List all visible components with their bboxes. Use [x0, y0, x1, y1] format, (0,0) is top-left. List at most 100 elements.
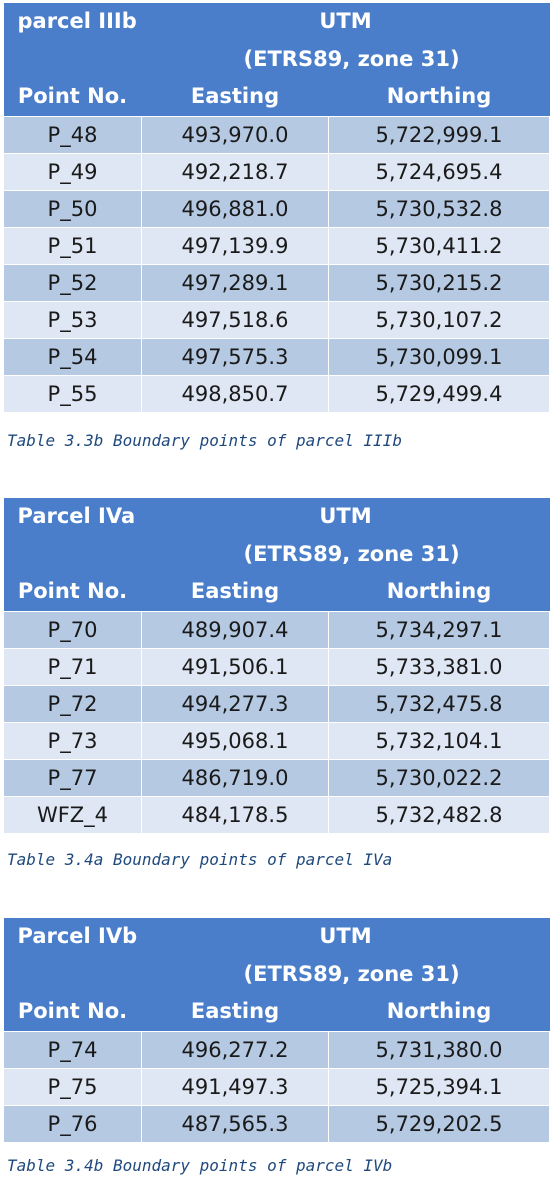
- easting-cell: 498,850.7: [141, 374, 329, 413]
- northing-cell: 5,725,394.1: [328, 1067, 550, 1106]
- column-header-northing: Northing: [328, 78, 550, 116]
- northing-cell: 5,731,380.0: [328, 1030, 550, 1069]
- parcel-name: parcel IIIb: [3, 3, 142, 41]
- easting-cell: 497,518.6: [141, 300, 329, 339]
- easting-cell: 487,565.3: [141, 1104, 329, 1143]
- northing-cell: 5,730,215.2: [328, 263, 550, 302]
- easting-cell: 489,907.4: [141, 610, 329, 649]
- table-row: P_74 496,277.2 5,731,380.0: [3, 1030, 550, 1069]
- point-cell: P_54: [3, 337, 142, 376]
- column-header-point: Point No.: [3, 573, 142, 611]
- column-header-northing: Northing: [328, 573, 550, 611]
- column-header-northing: Northing: [328, 993, 550, 1031]
- point-cell: P_53: [3, 300, 142, 339]
- northing-cell: 5,730,099.1: [328, 337, 550, 376]
- column-header-easting: Easting: [141, 78, 329, 116]
- point-cell: P_77: [3, 758, 142, 797]
- northing-cell: 5,729,202.5: [328, 1104, 550, 1143]
- utm-label: UTM: [141, 918, 550, 956]
- column-header-easting: Easting: [141, 573, 329, 611]
- table-row: P_73 495,068.1 5,732,104.1: [3, 721, 550, 760]
- easting-cell: 492,218.7: [141, 152, 329, 191]
- table-row: P_51 497,139.9 5,730,411.2: [3, 226, 550, 265]
- table-header-row: (ETRS89, zone 31): [3, 955, 550, 993]
- northing-cell: 5,732,475.8: [328, 684, 550, 723]
- column-header-point: Point No.: [3, 78, 142, 116]
- table-row: P_70 489,907.4 5,734,297.1: [3, 610, 550, 649]
- northing-cell: 5,732,482.8: [328, 795, 550, 834]
- point-cell: P_50: [3, 189, 142, 228]
- point-cell: P_76: [3, 1104, 142, 1143]
- northing-cell: 5,732,104.1: [328, 721, 550, 760]
- easting-cell: 496,881.0: [141, 189, 329, 228]
- table-row: P_77 486,719.0 5,730,022.2: [3, 758, 550, 797]
- table-caption: Table 3.3b Boundary points of parcel III…: [7, 431, 402, 450]
- northing-cell: 5,722,999.1: [328, 115, 550, 154]
- utm-label: UTM: [141, 3, 550, 41]
- table-row: P_75 491,497.3 5,725,394.1: [3, 1067, 550, 1106]
- table-row: WFZ_4 484,178.5 5,732,482.8: [3, 795, 550, 834]
- table-header-row: (ETRS89, zone 31): [3, 40, 550, 78]
- table-row: P_49 492,218.7 5,724,695.4: [3, 152, 550, 191]
- table-header-row: parcel IIIb UTM: [3, 3, 550, 41]
- northing-cell: 5,734,297.1: [328, 610, 550, 649]
- northing-cell: 5,730,411.2: [328, 226, 550, 265]
- northing-cell: 5,724,695.4: [328, 152, 550, 191]
- northing-cell: 5,730,532.8: [328, 189, 550, 228]
- point-cell: P_75: [3, 1067, 142, 1106]
- northing-cell: 5,729,499.4: [328, 374, 550, 413]
- column-header-row: Point No. Easting Northing: [3, 78, 550, 116]
- parcel-ivb-table: Parcel IVb UTM (ETRS89, zone 31) Point N…: [3, 918, 550, 1143]
- table-row: P_54 497,575.3 5,730,099.1: [3, 337, 550, 376]
- point-cell: P_70: [3, 610, 142, 649]
- datum-label: (ETRS89, zone 31): [141, 535, 550, 573]
- point-cell: WFZ_4: [3, 795, 142, 834]
- table-header-row: Parcel IVa UTM: [3, 498, 550, 536]
- datum-label: (ETRS89, zone 31): [141, 955, 550, 993]
- table-row: P_52 497,289.1 5,730,215.2: [3, 263, 550, 302]
- easting-cell: 496,277.2: [141, 1030, 329, 1069]
- easting-cell: 497,575.3: [141, 337, 329, 376]
- table-header-row: (ETRS89, zone 31): [3, 535, 550, 573]
- easting-cell: 484,178.5: [141, 795, 329, 834]
- point-cell: P_49: [3, 152, 142, 191]
- table-header-row: Parcel IVb UTM: [3, 918, 550, 956]
- table-row: P_72 494,277.3 5,732,475.8: [3, 684, 550, 723]
- table-row: P_55 498,850.7 5,729,499.4: [3, 374, 550, 413]
- point-cell: P_73: [3, 721, 142, 760]
- datum-label: (ETRS89, zone 31): [141, 40, 550, 78]
- point-cell: P_74: [3, 1030, 142, 1069]
- easting-cell: 486,719.0: [141, 758, 329, 797]
- parcel-name: Parcel IVa: [3, 498, 142, 536]
- point-cell: P_71: [3, 647, 142, 686]
- column-header-row: Point No. Easting Northing: [3, 573, 550, 611]
- parcel-name: Parcel IVb: [3, 918, 142, 956]
- northing-cell: 5,730,022.2: [328, 758, 550, 797]
- easting-cell: 497,139.9: [141, 226, 329, 265]
- table-row: P_71 491,506.1 5,733,381.0: [3, 647, 550, 686]
- table-row: P_50 496,881.0 5,730,532.8: [3, 189, 550, 228]
- column-header-point: Point No.: [3, 993, 142, 1031]
- column-header-row: Point No. Easting Northing: [3, 993, 550, 1031]
- table-caption: Table 3.4b Boundary points of parcel IVb: [7, 1156, 393, 1175]
- parcel-iva-table: Parcel IVa UTM (ETRS89, zone 31) Point N…: [3, 498, 550, 834]
- table-row: P_53 497,518.6 5,730,107.2: [3, 300, 550, 339]
- point-cell: P_48: [3, 115, 142, 154]
- point-cell: P_55: [3, 374, 142, 413]
- easting-cell: 497,289.1: [141, 263, 329, 302]
- table-caption: Table 3.4a Boundary points of parcel IVa: [7, 850, 393, 869]
- easting-cell: 493,970.0: [141, 115, 329, 154]
- easting-cell: 491,497.3: [141, 1067, 329, 1106]
- table-row: P_48 493,970.0 5,722,999.1: [3, 115, 550, 154]
- table-row: P_76 487,565.3 5,729,202.5: [3, 1104, 550, 1143]
- point-cell: P_51: [3, 226, 142, 265]
- northing-cell: 5,733,381.0: [328, 647, 550, 686]
- parcel-iiib-table: parcel IIIb UTM (ETRS89, zone 31) Point …: [3, 3, 550, 413]
- northing-cell: 5,730,107.2: [328, 300, 550, 339]
- point-cell: P_72: [3, 684, 142, 723]
- easting-cell: 491,506.1: [141, 647, 329, 686]
- column-header-easting: Easting: [141, 993, 329, 1031]
- utm-label: UTM: [141, 498, 550, 536]
- easting-cell: 494,277.3: [141, 684, 329, 723]
- point-cell: P_52: [3, 263, 142, 302]
